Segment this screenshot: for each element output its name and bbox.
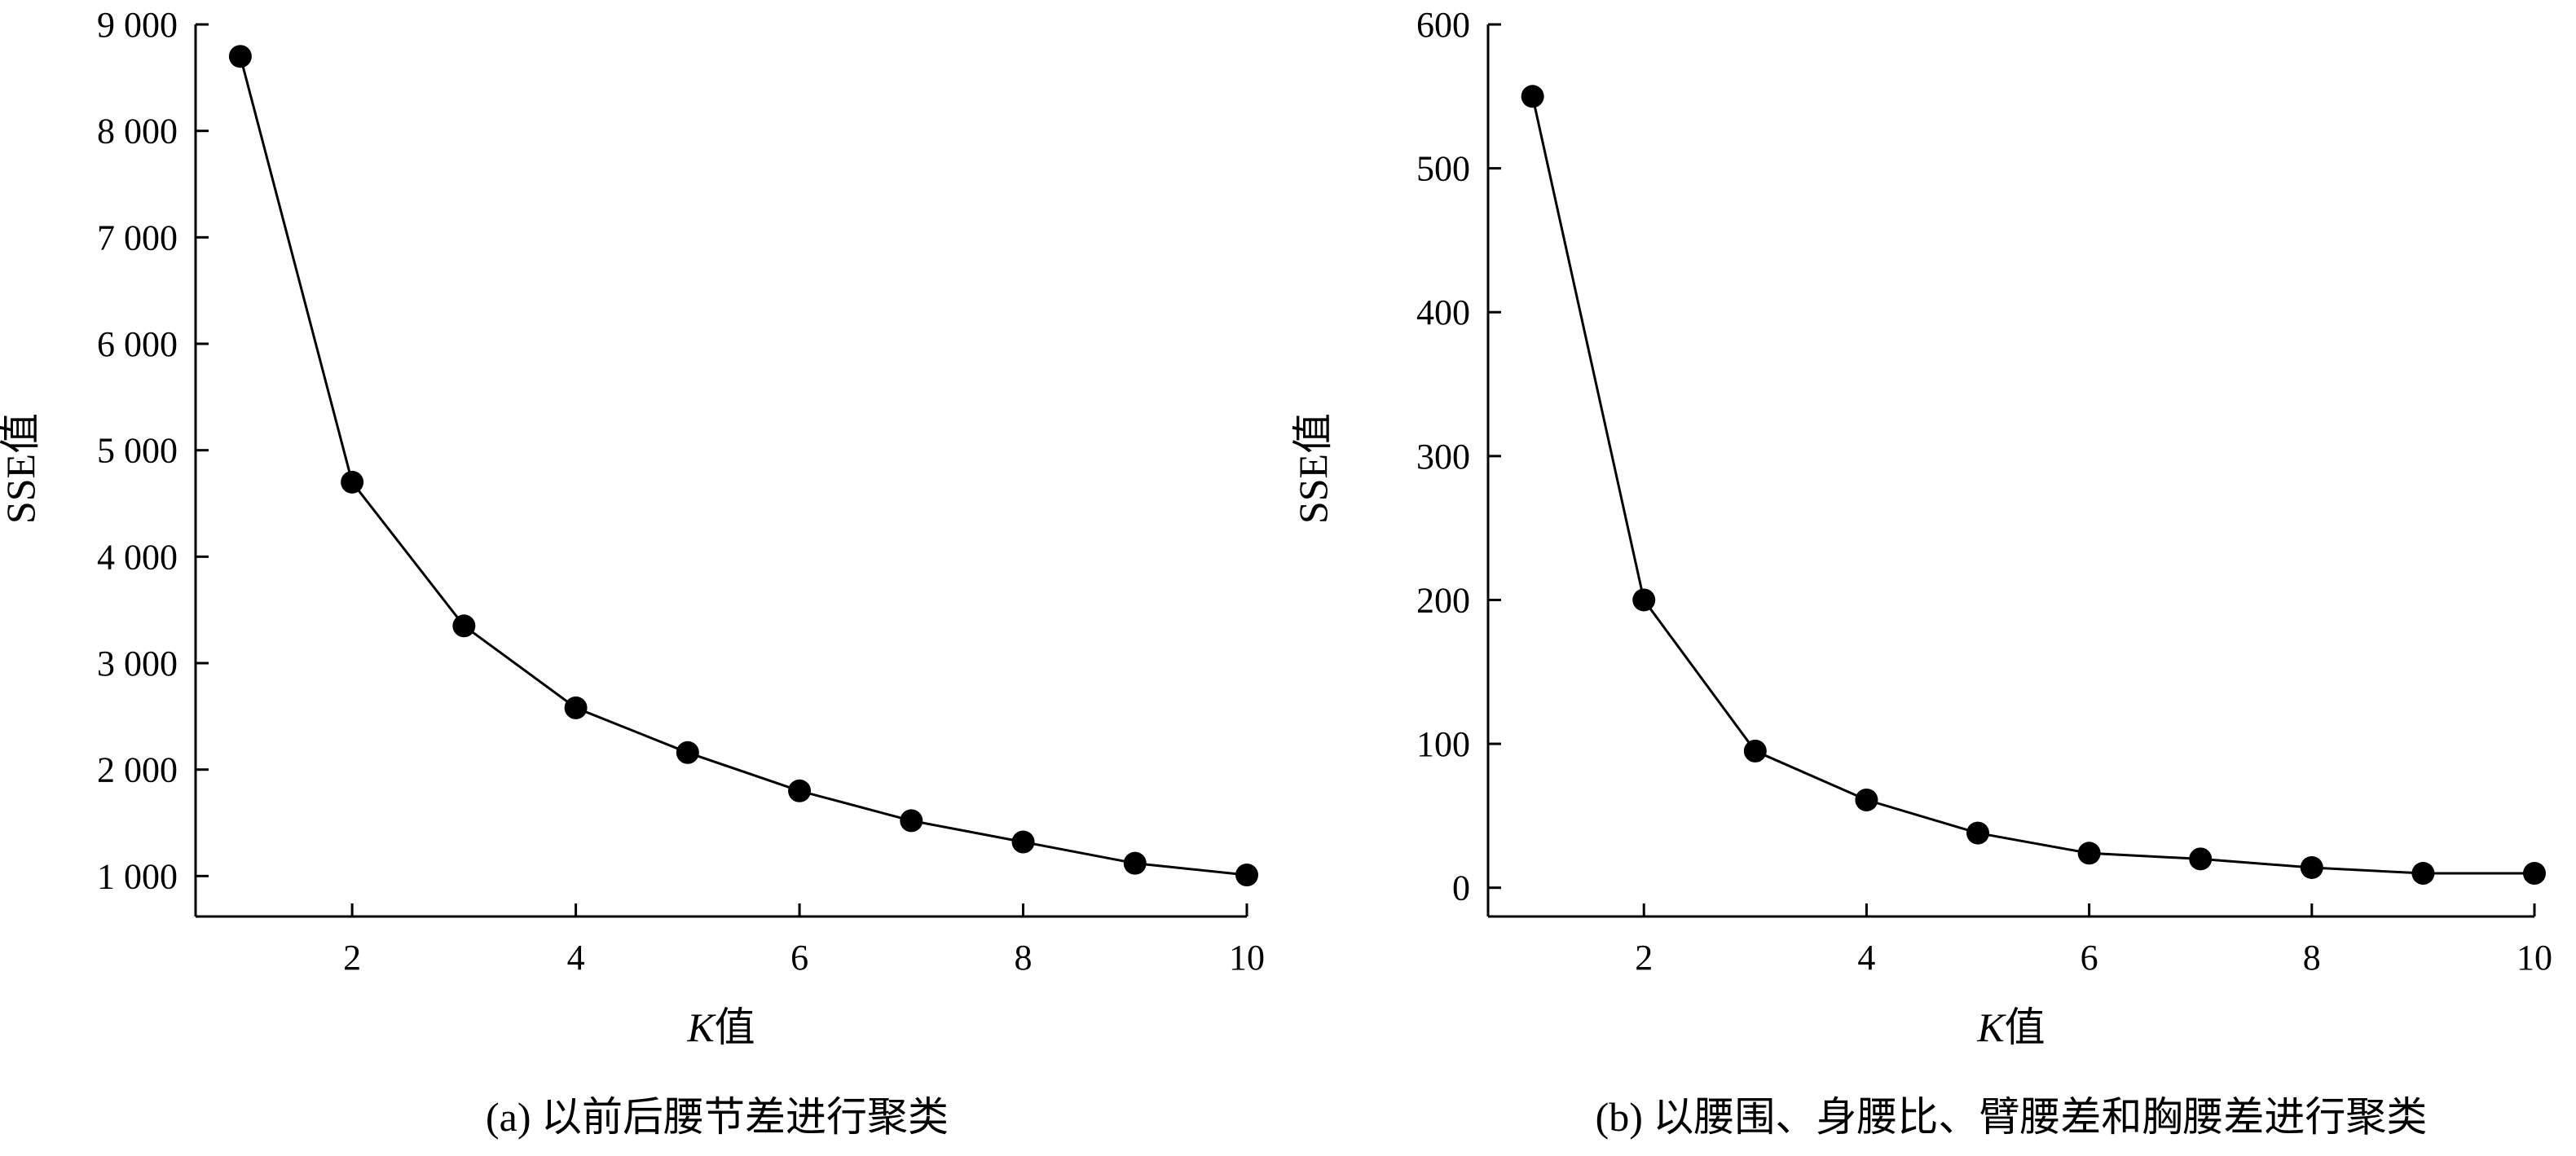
x-tick-label: 2 xyxy=(343,938,361,978)
x-axis-title-italic: K xyxy=(1976,1004,2006,1050)
x-tick-label: 8 xyxy=(1015,938,1033,978)
data-point xyxy=(1235,864,1258,887)
series-line xyxy=(1531,95,2534,875)
y-tick-label: 6 000 xyxy=(97,324,178,364)
data-point xyxy=(2077,842,2101,865)
x-tick-label: 2 xyxy=(1635,938,1653,978)
y-tick-label: 300 xyxy=(1416,437,1470,477)
y-tick-label: 9 000 xyxy=(97,5,178,45)
x-tick-label: 4 xyxy=(567,938,585,978)
data-point xyxy=(1632,588,1656,612)
data-point xyxy=(788,779,812,802)
x-axis-title-rest: 值 xyxy=(2005,1004,2045,1050)
data-point xyxy=(2523,862,2546,886)
y-tick-label: 600 xyxy=(1416,5,1470,45)
data-point xyxy=(2189,847,2213,871)
data-point xyxy=(228,45,252,68)
panel-caption: (a) 以前后腰节差进行聚类 xyxy=(486,1094,949,1140)
data-point xyxy=(1011,830,1035,854)
y-tick-label: 2 000 xyxy=(97,750,178,790)
data-point xyxy=(1966,821,1990,845)
panel-caption: (b) 以腰围、身腰比、臂腰差和胸腰差进行聚类 xyxy=(1596,1094,2428,1140)
y-axis-title: SSE值 xyxy=(1290,413,1336,524)
x-tick-label: 6 xyxy=(2081,938,2098,978)
x-axis-title: K值 xyxy=(1976,1004,2045,1050)
data-point xyxy=(2300,855,2323,879)
data-point xyxy=(564,696,588,719)
x-axis-title: K值 xyxy=(686,1004,755,1050)
y-tick-label: 500 xyxy=(1416,149,1470,189)
data-point xyxy=(676,741,699,764)
x-axis-title-rest: 值 xyxy=(715,1004,755,1050)
data-point xyxy=(1123,851,1147,875)
data-point xyxy=(1855,788,1878,811)
y-tick-label: 1 000 xyxy=(97,856,178,896)
x-axis-title-italic: K xyxy=(686,1004,716,1050)
y-tick-label: 8 000 xyxy=(97,112,178,152)
data-point xyxy=(341,470,364,494)
y-tick-label: 400 xyxy=(1416,292,1470,332)
y-tick-label: 200 xyxy=(1416,580,1470,620)
y-tick-label: 4 000 xyxy=(97,537,178,577)
y-axis-title: SSE值 xyxy=(0,413,43,524)
data-point xyxy=(900,809,923,833)
y-tick-label: 5 000 xyxy=(97,431,178,471)
x-tick-label: 10 xyxy=(1229,938,1265,978)
chart-panel-b: 0 100 200 300 400 500 600 2 4 6 8 10 SSE值 K值 (b) 以腰围、身… xyxy=(1290,5,2552,1140)
y-tick-label: 100 xyxy=(1416,724,1470,764)
data-point xyxy=(1521,85,1544,108)
y-tick-label: 3 000 xyxy=(97,644,178,683)
data-point xyxy=(1743,739,1767,763)
y-tick-label: 7 000 xyxy=(97,218,178,257)
y-tick-label: 0 xyxy=(1452,868,1470,908)
x-tick-label: 4 xyxy=(1857,938,1875,978)
data-point xyxy=(2411,862,2435,886)
data-point xyxy=(452,614,476,638)
x-tick-label: 8 xyxy=(2303,938,2321,978)
x-tick-label: 6 xyxy=(790,938,808,978)
series-line xyxy=(239,55,1248,877)
chart-panel-a: 1 000 2 000 3 000 4 000 5 000 6 000 7 000 8 000… xyxy=(0,5,1265,1140)
x-tick-label: 10 xyxy=(2517,938,2552,978)
